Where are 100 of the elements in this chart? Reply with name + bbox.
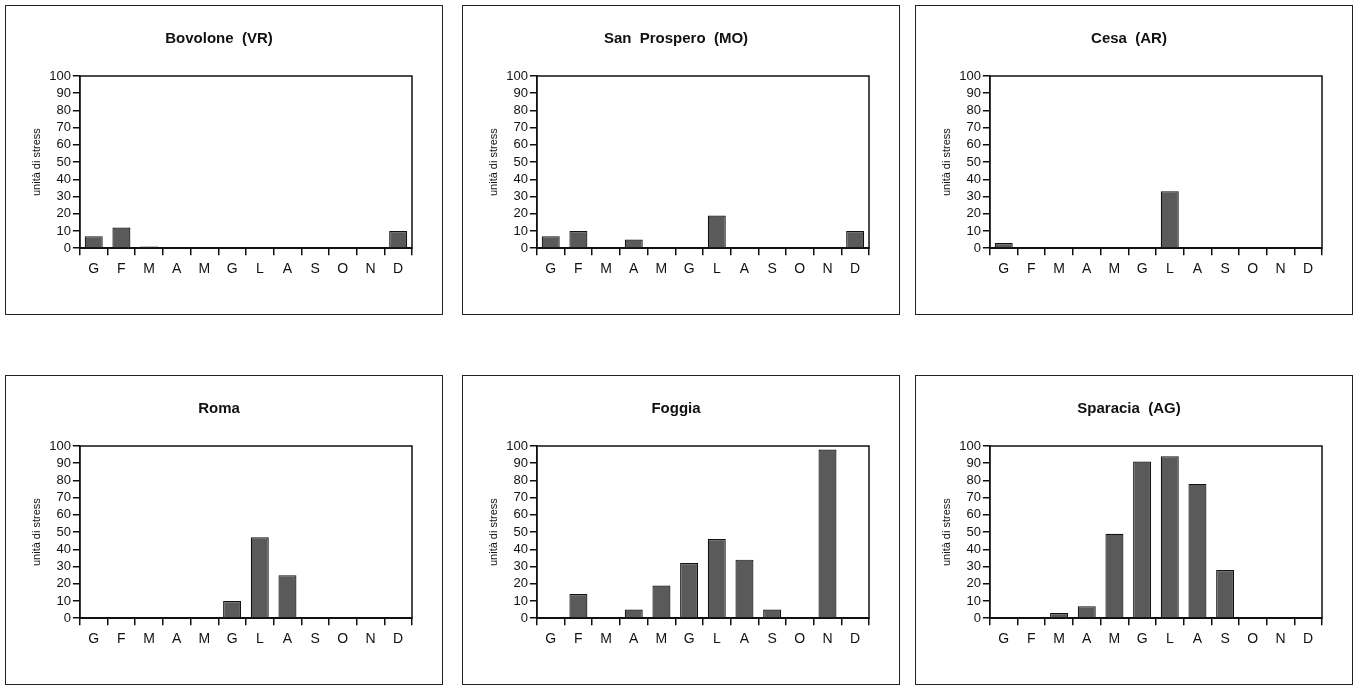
y-tick-label: 90 (56, 454, 71, 470)
x-tick-label: S (767, 630, 777, 647)
x-tick-label: G (683, 630, 695, 647)
x-tick-label: O (337, 260, 349, 277)
x-tick-label: A (172, 630, 183, 647)
x-tick-label: D (393, 260, 404, 277)
y-tick-label: 30 (513, 558, 528, 574)
chart-title: Foggia (651, 399, 702, 417)
x-tick-label: S (310, 260, 320, 277)
y-tick-label: 90 (966, 454, 981, 470)
x-tick-label: M (143, 260, 155, 277)
x-tick-label: G (88, 630, 100, 647)
y-tick-label: 80 (513, 102, 528, 118)
y-tick-label: 100 (506, 437, 528, 453)
x-tick-label: L (1165, 260, 1174, 277)
y-axis-title: unità di stress (939, 497, 952, 567)
x-tick-label: N (822, 260, 833, 277)
y-tick-label: 70 (513, 489, 528, 505)
x-tick-label: O (1247, 260, 1259, 277)
y-tick-label: 40 (56, 170, 71, 186)
x-tick-label: L (712, 260, 721, 277)
y-tick-label: 80 (966, 102, 981, 118)
y-tick-label: 40 (966, 170, 981, 186)
x-tick-label: N (365, 630, 376, 647)
x-tick-label: G (1136, 630, 1148, 647)
x-tick-label: G (226, 630, 238, 647)
chart-title: Roma (198, 399, 241, 417)
x-tick-label: M (655, 260, 668, 277)
y-tick-label: 50 (966, 153, 981, 169)
y-tick-label: 50 (513, 523, 528, 539)
y-tick-label: 90 (56, 84, 71, 100)
x-tick-label: A (1082, 630, 1093, 647)
x-tick-label: G (998, 260, 1010, 277)
y-tick-label: 100 (959, 67, 981, 83)
x-tick-label: O (1247, 630, 1259, 647)
y-tick-label: 10 (513, 222, 528, 238)
y-tick-label: 80 (56, 472, 71, 488)
x-tick-label: A (1082, 260, 1093, 277)
x-tick-label: S (310, 630, 320, 647)
y-tick-label: 0 (63, 239, 71, 255)
y-tick-label: 20 (513, 575, 528, 591)
x-tick-label: G (545, 260, 557, 277)
x-tick-label: L (1165, 630, 1174, 647)
y-tick-label: 50 (56, 153, 71, 169)
x-tick-label: N (365, 260, 376, 277)
x-tick-label: S (1220, 630, 1230, 647)
y-tick-label: 0 (973, 609, 981, 625)
x-tick-label: M (1108, 630, 1121, 647)
x-tick-label: A (629, 630, 640, 647)
y-tick-label: 70 (56, 119, 71, 135)
y-tick-label: 10 (966, 222, 981, 238)
x-tick-label: N (822, 630, 833, 647)
chart-title: Sparacia (AG) (1077, 399, 1181, 417)
x-tick-label: F (1027, 630, 1036, 647)
y-tick-label: 30 (56, 188, 71, 204)
x-tick-label: D (850, 630, 861, 647)
x-tick-label: G (545, 630, 557, 647)
y-tick-label: 50 (56, 523, 71, 539)
y-tick-label: 0 (520, 239, 528, 255)
y-tick-label: 0 (63, 609, 71, 625)
y-tick-label: 40 (513, 540, 528, 556)
x-tick-label: G (88, 260, 100, 277)
x-tick-label: O (794, 260, 806, 277)
x-tick-label: F (117, 630, 126, 647)
x-tick-label: A (629, 260, 640, 277)
y-tick-label: 0 (520, 609, 528, 625)
chart-title: Bovolone (VR) (165, 29, 273, 47)
y-axis-title: unità di stress (29, 497, 42, 567)
y-tick-label: 50 (513, 153, 528, 169)
x-tick-label: G (683, 260, 695, 277)
y-tick-label: 20 (56, 575, 71, 591)
y-tick-label: 60 (513, 136, 528, 152)
x-tick-label: M (198, 630, 211, 647)
y-tick-label: 90 (513, 454, 528, 470)
y-tick-label: 60 (56, 136, 71, 152)
y-tick-label: 40 (56, 540, 71, 556)
x-tick-label: S (767, 260, 777, 277)
x-tick-label: G (1136, 260, 1148, 277)
x-tick-label: A (1192, 630, 1203, 647)
y-tick-label: 20 (966, 205, 981, 221)
y-tick-label: 90 (513, 84, 528, 100)
chart-title: San Prospero (MO) (603, 29, 749, 47)
x-tick-label: A (1192, 260, 1203, 277)
y-axis-title: unità di stress (486, 127, 499, 197)
y-tick-label: 30 (56, 558, 71, 574)
y-tick-label: 70 (513, 119, 528, 135)
y-tick-label: 70 (56, 489, 71, 505)
x-tick-label: A (172, 260, 183, 277)
y-tick-label: 0 (973, 239, 981, 255)
y-tick-label: 80 (966, 472, 981, 488)
x-tick-label: N (1275, 630, 1286, 647)
y-tick-label: 20 (513, 205, 528, 221)
y-axis-title: unità di stress (29, 127, 42, 197)
x-tick-label: A (282, 260, 293, 277)
chart-title: Cesa (AR) (1091, 29, 1167, 47)
y-tick-label: 40 (513, 170, 528, 186)
y-tick-label: 40 (966, 540, 981, 556)
x-tick-label: L (255, 630, 264, 647)
y-axis-title: unità di stress (939, 127, 952, 197)
y-tick-label: 90 (966, 84, 981, 100)
